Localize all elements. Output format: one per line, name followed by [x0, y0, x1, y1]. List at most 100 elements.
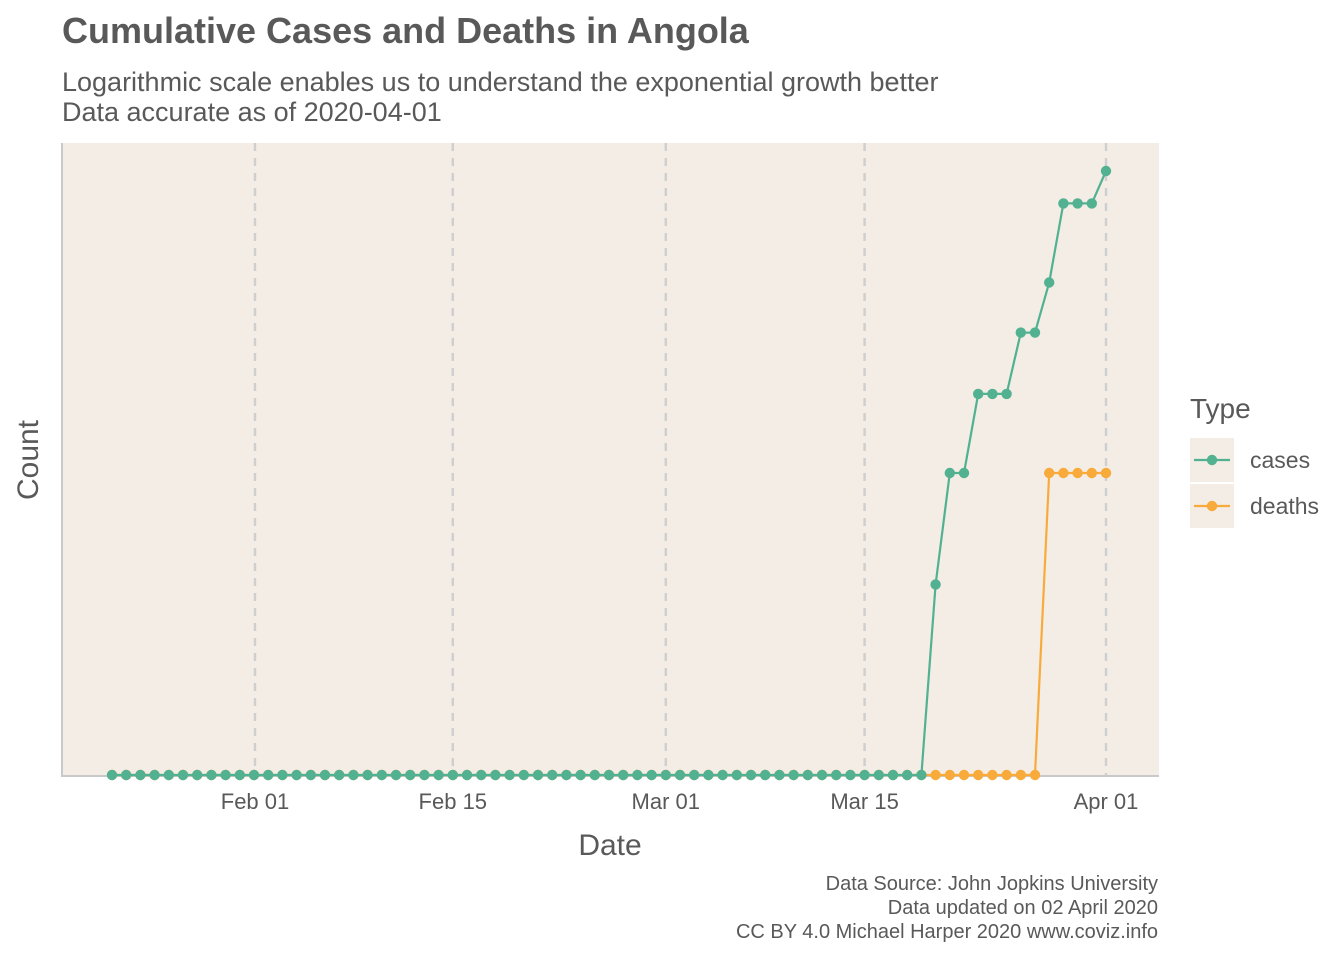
data-point-cases — [547, 769, 558, 781]
data-point-cases — [1072, 198, 1083, 209]
data-point-cases — [1001, 388, 1012, 400]
data-point-cases — [845, 769, 856, 781]
data-point-cases — [433, 769, 444, 781]
data-point-cases — [1100, 165, 1112, 177]
data-point-cases — [788, 769, 799, 781]
legend-item-cases: cases — [1190, 438, 1310, 482]
data-point-cases — [660, 769, 671, 781]
data-point-cases — [177, 769, 189, 781]
chart-subtitle-line-2: Data accurate as of 2020-04-01 — [62, 97, 442, 127]
data-point-deaths — [1001, 769, 1012, 781]
data-point-cases — [689, 769, 700, 781]
data-point-cases — [646, 769, 657, 781]
data-point-cases — [802, 769, 813, 781]
caption-source: Data Source: John Jopkins University — [825, 873, 1158, 895]
data-point-cases — [263, 769, 274, 781]
data-point-deaths — [958, 769, 970, 781]
x-tick-label: Mar 01 — [632, 789, 700, 814]
y-axis-label: Count — [12, 419, 45, 500]
data-point-cases — [745, 769, 757, 781]
data-point-cases — [334, 769, 345, 781]
data-point-cases — [1086, 198, 1098, 209]
data-point-cases — [163, 769, 174, 781]
data-point-deaths — [1100, 467, 1112, 479]
data-point-deaths — [930, 769, 941, 781]
data-point-cases — [504, 769, 515, 781]
data-point-cases — [973, 388, 984, 400]
data-point-cases — [774, 769, 785, 781]
data-point-cases — [490, 769, 501, 781]
legend-key-point — [1206, 454, 1218, 466]
data-point-cases — [618, 769, 629, 781]
legend-label-deaths: deaths — [1250, 493, 1319, 519]
data-point-cases — [121, 769, 132, 781]
data-point-cases — [234, 769, 245, 781]
data-point-cases — [632, 769, 643, 781]
data-point-deaths — [1058, 467, 1069, 479]
data-point-deaths — [1044, 467, 1055, 479]
x-tick-labels: Feb 01 Feb 15 Mar 01 Mar 15 Apr 01 — [221, 789, 1139, 814]
data-point-cases — [1015, 327, 1026, 338]
data-point-cases — [603, 769, 615, 781]
legend-items: cases deaths — [1190, 438, 1319, 528]
data-point-cases — [305, 769, 316, 781]
data-point-cases — [447, 769, 458, 781]
data-point-cases — [1058, 198, 1069, 209]
data-point-cases — [902, 769, 913, 781]
data-point-cases — [916, 769, 927, 781]
data-point-cases — [1044, 277, 1055, 288]
data-point-cases — [944, 467, 955, 479]
data-point-cases — [887, 769, 899, 781]
data-point-cases — [575, 769, 586, 781]
legend-key-point — [1206, 500, 1218, 512]
data-point-cases — [731, 769, 742, 781]
data-point-cases — [390, 769, 402, 781]
data-point-cases — [532, 769, 544, 781]
plot-panel — [62, 143, 1159, 776]
data-point-cases — [674, 769, 686, 781]
legend: Type cases deaths — [1190, 393, 1319, 528]
data-point-deaths — [1029, 769, 1041, 781]
data-point-deaths — [944, 769, 955, 781]
data-point-cases — [291, 769, 302, 781]
gridlines — [253, 143, 1108, 775]
data-point-cases — [149, 769, 160, 781]
x-tick-label: Feb 15 — [419, 789, 488, 814]
legend-label-cases: cases — [1250, 447, 1310, 473]
data-point-cases — [760, 769, 771, 781]
data-point-cases — [348, 769, 359, 781]
data-point-cases — [1029, 327, 1041, 338]
legend-title: Type — [1190, 393, 1251, 424]
chart-title: Cumulative Cases and Deaths in Angola — [62, 10, 749, 51]
chart-subtitle-line-1: Logarithmic scale enables us to understa… — [62, 67, 939, 97]
data-point-cases — [958, 467, 970, 479]
data-point-cases — [873, 769, 884, 781]
data-point-cases — [987, 388, 998, 400]
data-point-cases — [277, 769, 288, 781]
x-tick-label: Mar 15 — [830, 789, 898, 814]
data-point-cases — [220, 769, 231, 781]
caption-license: CC BY 4.0 Michael Harper 2020 www.coviz.… — [735, 921, 1158, 943]
x-axis-label: Date — [578, 829, 641, 862]
data-point-deaths — [1072, 467, 1083, 479]
data-point-cases — [461, 769, 473, 781]
data-point-cases — [192, 769, 203, 781]
data-point-cases — [135, 769, 146, 781]
data-point-cases — [362, 769, 373, 781]
data-point-deaths — [987, 769, 998, 781]
legend-item-deaths: deaths — [1190, 484, 1319, 528]
data-point-deaths — [973, 769, 984, 781]
data-point-deaths — [1015, 769, 1026, 781]
data-point-cases — [405, 769, 416, 781]
data-point-cases — [248, 769, 260, 781]
data-point-cases — [859, 769, 870, 781]
x-tick-label: Apr 01 — [1074, 789, 1139, 814]
data-point-cases — [703, 769, 714, 781]
data-point-cases — [930, 579, 941, 590]
series-cases — [106, 165, 1112, 781]
series-layer — [106, 165, 1112, 781]
data-point-cases — [319, 769, 331, 781]
data-point-cases — [831, 769, 842, 781]
data-point-cases — [589, 769, 600, 781]
